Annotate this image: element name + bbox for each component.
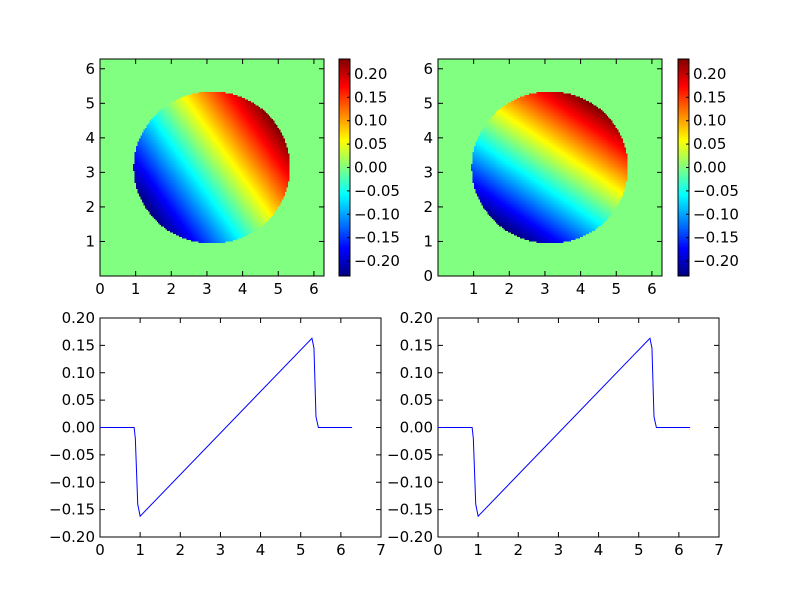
heatmap-cells [100,59,324,276]
